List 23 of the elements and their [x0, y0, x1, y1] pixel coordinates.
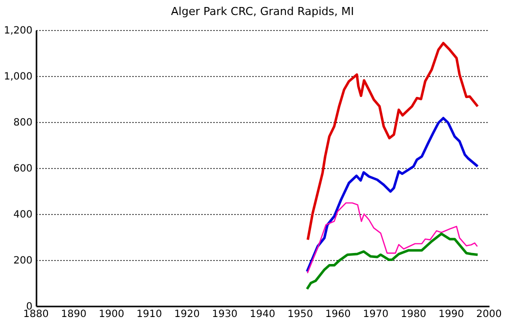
x-tick-label: 1940	[250, 309, 276, 320]
x-tick-label: 1930	[212, 309, 238, 320]
x-tick-label: 1950	[288, 309, 313, 320]
x-tick-label: 1990	[438, 309, 464, 320]
y-tick-label: 200	[13, 256, 32, 266]
line-series	[306, 116, 479, 273]
y-tick-label: 800	[13, 118, 32, 128]
x-tick-label: 1970	[363, 309, 388, 320]
y-tick-label: 1,200	[4, 26, 32, 36]
y-tick-label: 1,000	[4, 72, 32, 82]
x-tick-label: 1920	[174, 309, 200, 320]
y-tick-label: 600	[13, 164, 32, 174]
x-tick-label: 1960	[325, 309, 351, 320]
x-tick-label: 1910	[136, 309, 162, 320]
x-tick-label: 1900	[98, 309, 124, 320]
line-series	[306, 232, 479, 290]
line-series	[306, 42, 479, 242]
chart-title: Alger Park CRC, Grand Rapids, MI	[171, 5, 354, 18]
x-tick-label: 1980	[400, 309, 426, 320]
line-series	[306, 202, 478, 274]
x-tick-label: 2000	[476, 309, 502, 320]
x-tick-label: 1890	[61, 309, 86, 320]
y-tick-label: 400	[13, 210, 32, 220]
